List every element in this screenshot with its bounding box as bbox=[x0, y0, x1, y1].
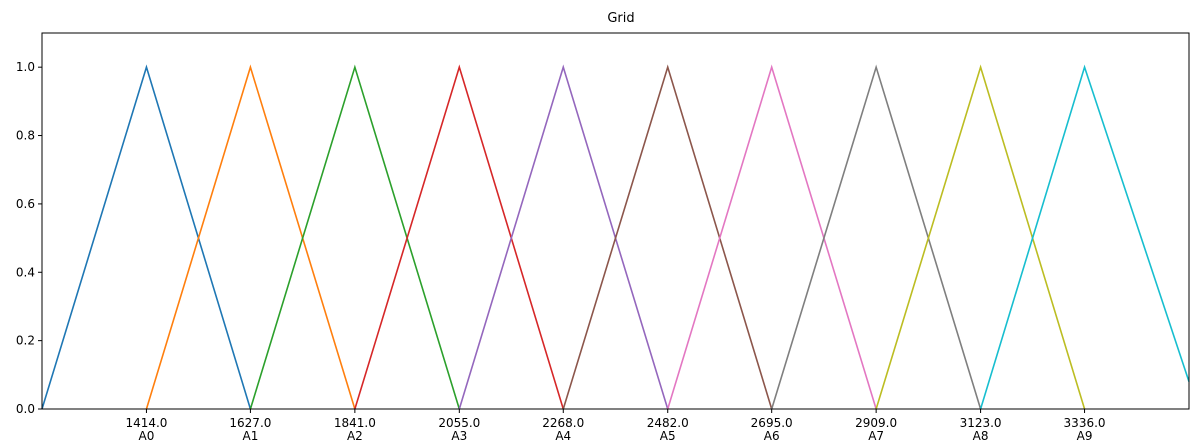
x-tick-sublabel-8: A8 bbox=[973, 429, 989, 443]
series-line-8 bbox=[875, 64, 1086, 410]
series-line-9 bbox=[979, 64, 1190, 410]
x-tick-sublabel-3: A3 bbox=[451, 429, 467, 443]
x-tick-sublabel-0: A0 bbox=[139, 429, 155, 443]
y-tick-label-1: 0.2 bbox=[16, 334, 35, 348]
y-tick-label-0: 0.0 bbox=[16, 402, 35, 416]
x-tick-sublabel-2: A2 bbox=[347, 429, 363, 443]
series-line-1 bbox=[145, 64, 356, 410]
y-axis: 0.0 0.2 0.4 0.6 0.8 1.0 bbox=[16, 60, 42, 416]
x-tick-label-3: 2055.0 bbox=[438, 416, 480, 430]
x-axis: 1414.0A0 1627.0A1 1841.0A2 2055.0A3 2268.0A4… bbox=[125, 409, 1106, 443]
x-tick-label-0: 1414.0 bbox=[125, 416, 167, 430]
x-tick-label-5: 2482.0 bbox=[647, 416, 689, 430]
series-line-2 bbox=[249, 64, 461, 410]
x-tick-sublabel-7: A7 bbox=[868, 429, 884, 443]
x-tick-sublabel-4: A4 bbox=[555, 429, 571, 443]
series-line-5 bbox=[562, 64, 773, 410]
x-tick-label-4: 2268.0 bbox=[542, 416, 584, 430]
series-line-4 bbox=[458, 64, 669, 410]
x-tick-label-2: 1841.0 bbox=[334, 416, 376, 430]
plot-area: 0.0 0.2 0.4 0.6 0.8 1.0 1414.0A0 1627.0A1 1841.… bbox=[16, 32, 1190, 443]
axes-frame bbox=[41, 32, 1190, 410]
x-tick-sublabel-1: A1 bbox=[242, 429, 258, 443]
series-line-0 bbox=[41, 64, 252, 410]
x-tick-label-7: 2909.0 bbox=[855, 416, 897, 430]
y-tick-label-4: 0.8 bbox=[16, 129, 35, 143]
x-tick-sublabel-9: A9 bbox=[1077, 429, 1093, 443]
y-tick-label-2: 0.4 bbox=[16, 265, 35, 279]
series-line-7 bbox=[770, 64, 982, 410]
x-tick-label-8: 3123.0 bbox=[960, 416, 1002, 430]
x-tick-label-1: 1627.0 bbox=[229, 416, 271, 430]
y-tick-label-5: 1.0 bbox=[16, 60, 35, 74]
x-tick-sublabel-5: A5 bbox=[660, 429, 676, 443]
y-tick-label-3: 0.6 bbox=[16, 197, 35, 211]
x-tick-label-6: 2695.0 bbox=[751, 416, 793, 430]
series-layer bbox=[41, 64, 1190, 410]
series-line-6 bbox=[666, 64, 877, 410]
x-tick-label-9: 3336.0 bbox=[1064, 416, 1106, 430]
chart-title: Grid bbox=[607, 11, 634, 26]
series-line-3 bbox=[354, 64, 565, 410]
x-tick-sublabel-6: A6 bbox=[764, 429, 780, 443]
